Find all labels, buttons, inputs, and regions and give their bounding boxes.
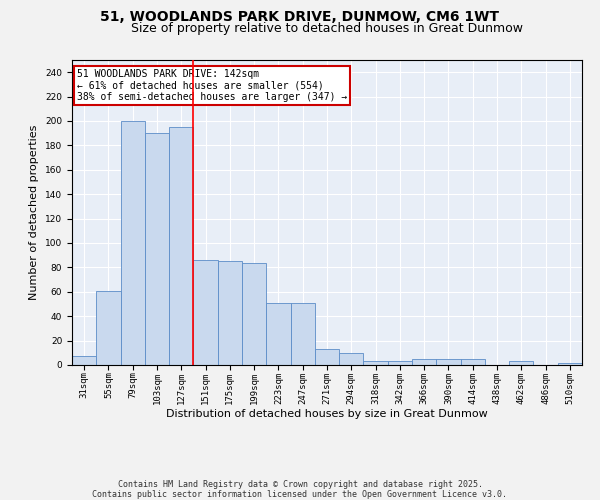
Bar bbox=[436, 359, 461, 365]
Title: Size of property relative to detached houses in Great Dunmow: Size of property relative to detached ho… bbox=[131, 22, 523, 35]
Bar bbox=[290, 303, 315, 365]
Bar bbox=[558, 362, 582, 365]
Bar bbox=[388, 362, 412, 365]
Bar bbox=[509, 362, 533, 365]
Bar bbox=[169, 127, 193, 365]
Bar bbox=[121, 121, 145, 365]
Bar bbox=[266, 303, 290, 365]
Bar bbox=[315, 349, 339, 365]
Text: 51, WOODLANDS PARK DRIVE, DUNMOW, CM6 1WT: 51, WOODLANDS PARK DRIVE, DUNMOW, CM6 1W… bbox=[101, 10, 499, 24]
Bar bbox=[193, 260, 218, 365]
Bar bbox=[364, 362, 388, 365]
Bar bbox=[461, 359, 485, 365]
X-axis label: Distribution of detached houses by size in Great Dunmow: Distribution of detached houses by size … bbox=[166, 409, 488, 419]
Text: Contains HM Land Registry data © Crown copyright and database right 2025.
Contai: Contains HM Land Registry data © Crown c… bbox=[92, 480, 508, 499]
Bar bbox=[339, 353, 364, 365]
Bar bbox=[242, 262, 266, 365]
Bar bbox=[72, 356, 96, 365]
Bar bbox=[412, 359, 436, 365]
Bar bbox=[96, 290, 121, 365]
Bar bbox=[145, 133, 169, 365]
Y-axis label: Number of detached properties: Number of detached properties bbox=[29, 125, 40, 300]
Text: 51 WOODLANDS PARK DRIVE: 142sqm
← 61% of detached houses are smaller (554)
38% o: 51 WOODLANDS PARK DRIVE: 142sqm ← 61% of… bbox=[77, 69, 347, 102]
Bar bbox=[218, 262, 242, 365]
